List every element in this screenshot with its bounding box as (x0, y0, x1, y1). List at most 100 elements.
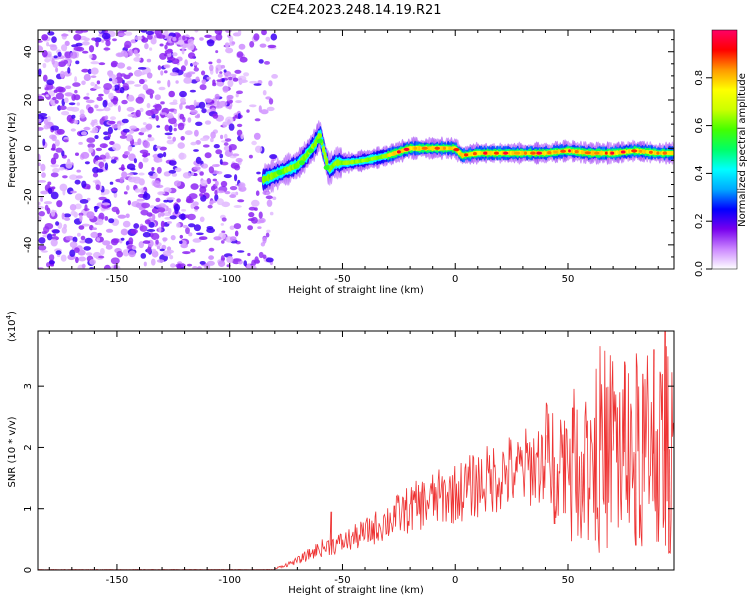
noise-speckle (236, 123, 243, 128)
noise-speckle (180, 65, 186, 72)
noise-speckle (74, 193, 83, 201)
noise-speckle (169, 72, 179, 77)
noise-speckle (176, 40, 185, 45)
noise-speckle (187, 117, 192, 123)
noise-speckle (199, 261, 206, 265)
noise-speckle (105, 39, 111, 47)
noise-speckle (41, 231, 48, 235)
noise-speckle (164, 124, 170, 132)
noise-speckle (79, 214, 83, 222)
ridge-peak (434, 146, 441, 150)
signal-ridge (261, 120, 674, 196)
noise-speckle (258, 59, 264, 64)
noise-speckle (81, 80, 86, 86)
noise-speckle (116, 72, 123, 79)
noise-speckle (137, 138, 142, 146)
noise-speckle (75, 256, 79, 264)
noise-speckle (147, 136, 155, 142)
noise-speckle (248, 206, 256, 211)
noise-speckle (220, 223, 224, 226)
noise-speckle (47, 31, 55, 36)
noise-speckle (50, 191, 59, 200)
noise-speckle (236, 51, 244, 58)
noise-speckle (82, 50, 89, 54)
x-tick-label: -100 (218, 575, 241, 586)
noise-speckle (117, 33, 127, 36)
noise-speckle (181, 47, 185, 55)
noise-speckle (127, 176, 137, 183)
noise-speckle (166, 60, 173, 63)
noise-speckle (224, 42, 230, 47)
noise-speckle (145, 30, 154, 35)
noise-speckle (38, 45, 44, 53)
noise-speckle (136, 198, 145, 202)
noise-speckle (133, 49, 138, 55)
noise-speckle (79, 113, 86, 119)
noise-speckle (90, 75, 97, 78)
noise-speckle (199, 171, 204, 176)
noise-speckle (89, 259, 96, 265)
noise-speckle (98, 212, 105, 221)
ridge-peak (610, 151, 615, 155)
noise-speckle (223, 145, 229, 151)
noise-speckle (224, 191, 231, 195)
noise-speckle (74, 203, 82, 210)
noise-speckle (168, 125, 173, 133)
noise-speckle (51, 229, 60, 234)
noise-speckle (240, 134, 244, 140)
noise-speckle (88, 146, 94, 154)
noise-speckle (126, 185, 130, 191)
snr-peak (664, 331, 666, 451)
noise-speckle (267, 44, 277, 49)
noise-speckle (108, 120, 116, 125)
noise-speckle (53, 152, 59, 160)
noise-speckle (74, 247, 80, 254)
noise-speckle (139, 78, 145, 85)
noise-speckle (46, 233, 53, 241)
noise-speckle (127, 94, 135, 102)
noise-speckle (204, 98, 212, 103)
noise-speckle (64, 92, 74, 97)
noise-speckle (109, 141, 115, 145)
noise-speckle (112, 143, 121, 151)
noise-speckle (266, 229, 271, 233)
noise-speckle (149, 47, 153, 51)
snr-peak (330, 511, 333, 546)
noise-speckle (94, 157, 103, 161)
noise-speckle (255, 145, 263, 153)
y-tick-label: 0 (23, 145, 34, 151)
noise-speckle (52, 96, 57, 101)
noise-speckle (256, 171, 261, 175)
noise-speckle (38, 245, 47, 251)
noise-speckle (260, 109, 269, 115)
noise-speckle (119, 135, 127, 139)
tick-marks (38, 331, 674, 571)
noise-speckle (120, 73, 126, 77)
noise-speckle (159, 191, 166, 195)
ridge-peak (656, 151, 660, 155)
noise-speckle (93, 205, 100, 210)
noise-speckle (221, 240, 225, 244)
noise-speckle (110, 116, 116, 121)
snr-peak (554, 457, 556, 525)
noise-speckle (213, 236, 222, 241)
noise-speckle (185, 227, 190, 235)
noise-speckle (251, 140, 257, 146)
noise-speckle (234, 69, 242, 74)
noise-speckle (155, 145, 162, 149)
noise-speckle (236, 90, 243, 95)
noise-speckle (41, 50, 48, 58)
noise-speckle (226, 95, 231, 102)
noise-speckle (232, 77, 239, 82)
noise-speckle (142, 231, 151, 238)
noise-speckle (110, 62, 117, 68)
colorbar-tick-label: 0.0 (694, 261, 705, 277)
noise-speckle (101, 39, 105, 43)
noise-speckle (108, 74, 117, 79)
noise-speckle (118, 167, 126, 171)
ridge-peak (553, 150, 558, 154)
ridge-blob (276, 169, 283, 175)
noise-speckle (38, 113, 48, 117)
noise-speckle (142, 122, 147, 126)
